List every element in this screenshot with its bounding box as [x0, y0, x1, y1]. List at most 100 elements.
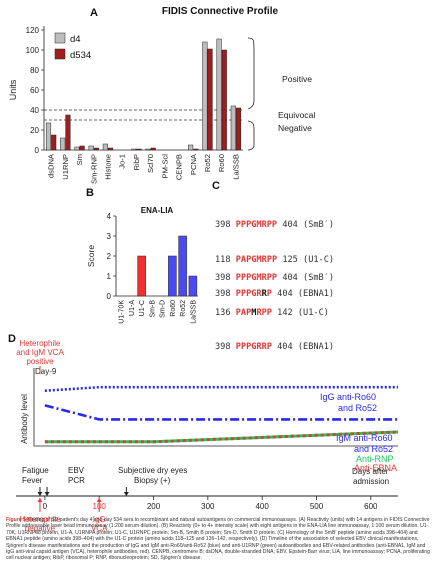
chart-a-bar-d534 — [193, 148, 199, 151]
chart-a-x-tick-label: Scl70 — [146, 154, 155, 173]
chart-b-y-label: Score — [86, 245, 96, 267]
chart-b-y-tick-label: 0 — [107, 292, 112, 301]
chart-a-x-tick-label: Ro52 — [203, 154, 212, 172]
chart-a-x-tick-label: La/SSB — [231, 154, 240, 180]
sequence-block-1: 398 PPPGMRPP 404 (SmB′) 118 PAPGMRPP 125… — [215, 197, 334, 324]
chart-a-zone-equivocal: Equivocal — [278, 110, 315, 120]
timeline-heterophile-arrow-head — [37, 498, 43, 502]
chart-b-x-tick-label: U1-C — [139, 300, 146, 316]
chart-a-bar-d4 — [131, 148, 137, 151]
chart-b-y-tick-label: 2 — [107, 252, 112, 261]
chart-a-bar-d4 — [45, 122, 52, 151]
chart-a-x-tick-label: U1RNP — [61, 154, 70, 180]
chart-a-bar-d534 — [235, 107, 242, 151]
sequence-row: 398 PPPGMRPP 404 (SmB′) — [215, 220, 335, 230]
chart-a-title: FIDIS Connective Profile — [162, 6, 279, 17]
chart-a-positive-bracket — [247, 37, 255, 110]
chart-a-x-tick-label: Histone — [103, 154, 112, 180]
sequence-row: 398 PPPGMRPP 404 (SmB′) — [215, 273, 335, 283]
timeline-day9-label: Day-9 — [35, 367, 57, 376]
chart-a-y-tick-label: 100 — [26, 46, 40, 55]
chart-a-legend-label: d4 — [70, 34, 81, 45]
sequence-row: 118 PAPGMRPP 125 (U1-C) — [215, 254, 335, 265]
chart-a-y-tick-label: 80 — [30, 66, 39, 75]
chart-a-bar-d534 — [150, 147, 156, 151]
chart-a-bar-d4 — [102, 143, 108, 151]
chart-b-bar — [188, 275, 198, 297]
chart-a-bar-d4 — [216, 38, 222, 151]
chart-b-x-tick-label: La/SSB — [190, 300, 197, 324]
chart-a-bar-d4 — [202, 41, 208, 151]
sequence-row: 136 PAPMRPP 142 (U1-C) — [215, 307, 329, 318]
chart-d-series-label: Anti-RNP — [356, 454, 394, 464]
chart-d-x-tick-label: 0 — [43, 502, 48, 511]
timeline-pcr-label: PCR — [68, 476, 85, 485]
sequence-row: 398 PPPGRRP 404 (EBNA1) — [215, 289, 335, 299]
chart-b-y-tick-label: 3 — [107, 232, 112, 241]
timeline-top-label: Heterophile — [20, 339, 61, 348]
chart-a-x-tick-label: RibP — [132, 154, 141, 170]
chart-b-title: ENA-LIA — [141, 206, 174, 215]
timeline-dry-eyes-label: Subjective dry eyes — [118, 466, 187, 475]
figure-caption: Figure 5 Binding of SD patient's day 4 a… — [6, 517, 430, 562]
chart-a-bar-d4 — [74, 146, 80, 151]
chart-d-series-label: and Ro52 — [354, 444, 393, 454]
panel-letter-a: A — [90, 7, 98, 19]
chart-a-legend-label: d534 — [70, 50, 91, 61]
chart-b-bar — [168, 255, 177, 297]
chart-a-y-tick-label: 60 — [30, 86, 39, 95]
chart-d-x-label-1: Days after — [352, 467, 389, 476]
timeline-bottom-label: negative — [25, 524, 56, 533]
chart-a-bar-d534 — [207, 48, 213, 151]
chart-d-x-tick-label: 400 — [255, 502, 269, 511]
chart-a-x-tick-label: Jo-1 — [118, 154, 127, 169]
chart-d-series-line — [44, 430, 399, 444]
chart-b-x-tick-label: Sm-B — [149, 300, 156, 318]
chart-a-bar-d534 — [221, 49, 227, 151]
timeline-biopsy-arrow-head — [123, 492, 129, 496]
timeline-bottom-label: Heterophile — [20, 515, 61, 524]
chart-a-x-tick-label: dsDNA — [47, 153, 56, 178]
panel-letter-d: D — [8, 333, 16, 345]
chart-a-zone-positive: Positive — [282, 74, 312, 84]
panel-letter-b: B — [86, 187, 94, 199]
chart-d-series-label: IgG anti-Ro60 — [320, 392, 376, 402]
chart-d-y-label: Antibody level — [20, 394, 29, 444]
chart-d-series-label: and Ro52 — [338, 403, 377, 413]
chart-d-x-tick-label: 200 — [147, 502, 161, 511]
chart-a-x-tick-label: CENPB — [175, 154, 184, 180]
chart-b-bar — [178, 235, 187, 297]
chart-a-bar-d534 — [65, 114, 71, 151]
timeline-fatigue-arrow-head — [37, 492, 43, 496]
chart-d-x-tick-label: 500 — [310, 502, 324, 511]
timeline-ebv-label: EBV — [68, 466, 85, 475]
timeline-ebv-arrow-head — [44, 492, 50, 496]
chart-d-series-label: IgM anti-Ro60 — [336, 433, 393, 443]
sequence-block-2: 398 PPPGMRPP 404 (SmB′) 136 PAPMRPP 142 … — [215, 250, 334, 377]
chart-a-x-tick-label: Ro60 — [217, 154, 226, 172]
chart-a-y-tick-label: 20 — [30, 126, 39, 135]
chart-a-y-label: Units — [8, 79, 18, 100]
timeline-bottom-label: IgG — [93, 515, 106, 524]
chart-a-x-tick-label: PM-Scl — [160, 154, 169, 179]
chart-a-y-tick-label: 0 — [35, 146, 40, 155]
chart-a-bar-d534 — [136, 148, 142, 151]
chart-a-bar-d4 — [188, 144, 194, 151]
chart-a-bar-d4 — [88, 145, 94, 151]
chart-a-bar-d4 — [145, 148, 151, 151]
chart-a-zone-negative: Negative — [278, 123, 312, 133]
chart-a-x-tick-label: PCNA — [189, 153, 198, 175]
chart-a-bar-d534 — [79, 145, 85, 151]
timeline-bottom-label: VCA — [91, 524, 108, 533]
timeline-top-label: and IgM VCA — [16, 348, 64, 357]
chart-a-negative-bracket — [247, 120, 255, 151]
chart-a-y-tick-label: 120 — [26, 26, 40, 35]
chart-a-y-tick-label: 40 — [30, 106, 39, 115]
chart-a-bar-d534 — [108, 147, 114, 151]
timeline-top-label: positive — [26, 357, 54, 366]
chart-d-series-label: Anti-EBNA — [354, 463, 397, 473]
chart-a-bar-d4 — [60, 137, 66, 151]
chart-b-x-tick-label: U1-70K — [119, 300, 126, 324]
chart-b-y-tick-label: 1 — [107, 272, 112, 281]
